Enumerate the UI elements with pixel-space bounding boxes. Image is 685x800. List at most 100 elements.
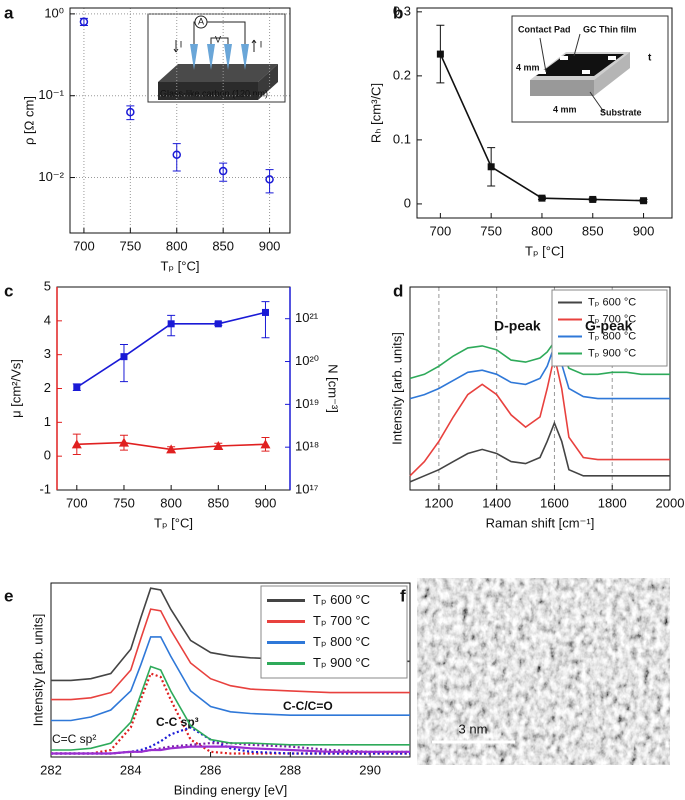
- x-tick-label: 900: [633, 223, 655, 238]
- y2-tick-label: 10¹⁸: [295, 439, 319, 454]
- panel-label: d: [393, 281, 403, 300]
- annotation: I: [180, 39, 183, 49]
- component-label: C-C sp³: [156, 715, 199, 729]
- marker: [214, 320, 222, 328]
- series-line: [409, 343, 670, 400]
- y-tick-label: 0: [404, 195, 411, 210]
- inset-a: [147, 13, 286, 103]
- annotation: t: [648, 53, 652, 64]
- annotation: D-peak: [494, 318, 541, 334]
- plot-frame: [50, 582, 411, 758]
- marker: [213, 441, 224, 451]
- y-tick-label: 0: [44, 448, 51, 463]
- annotation: I: [260, 39, 263, 49]
- plot-frame: [416, 7, 673, 219]
- x-tick-label: 800: [160, 495, 182, 510]
- marker: [265, 175, 274, 184]
- y2-tick-label: 10²⁰: [295, 353, 319, 368]
- y-tick-label: 1: [44, 414, 51, 429]
- x-tick-label: 1600: [540, 495, 569, 510]
- marker: [436, 50, 444, 58]
- x-tick-label: 282: [40, 762, 62, 777]
- marker: [120, 353, 128, 361]
- marker: [487, 163, 495, 171]
- plot-frame: [69, 7, 291, 234]
- scale-bar-label: 3 nm: [459, 721, 488, 736]
- series-line: [51, 608, 410, 701]
- component-label: C=C sp²: [52, 732, 96, 746]
- x-tick-label: 700: [66, 495, 88, 510]
- y-axis-label: Intensity [arb. units]: [30, 614, 45, 727]
- marker: [118, 437, 129, 447]
- series-line: [409, 340, 670, 380]
- marker: [218, 166, 228, 176]
- x-tick-label: 800: [166, 238, 188, 253]
- y2-tick-label: 10²¹: [295, 310, 319, 325]
- x-tick-label: 1200: [424, 495, 453, 510]
- marker: [167, 320, 175, 328]
- annotation: Contact Pad: [518, 24, 571, 34]
- y-tick-label: 5: [44, 278, 51, 293]
- legend-label: Tₚ 900 °C: [313, 655, 370, 670]
- x-tick-label: 750: [119, 238, 141, 253]
- plot-frame: [56, 286, 291, 491]
- panel-label: c: [4, 281, 13, 300]
- y2-tick-label: 10¹⁷: [295, 481, 319, 496]
- inset-b: [511, 15, 669, 123]
- x-axis-label: Tₚ [°C]: [525, 243, 564, 258]
- legend-label: Tₚ 600 °C: [313, 592, 370, 607]
- legend-label: Tₚ 700 °C: [313, 613, 370, 628]
- x-tick-label: 850: [212, 238, 234, 253]
- series-line: [409, 355, 670, 477]
- x-tick-label: 284: [120, 762, 142, 777]
- y-tick-label: 2: [44, 380, 51, 395]
- annotation: A: [198, 16, 204, 26]
- y-tick-label: -1: [39, 481, 51, 496]
- annotation: G-peak: [585, 318, 633, 334]
- legend-label: Tₚ 800 °C: [313, 634, 370, 649]
- fit-component: [51, 742, 410, 755]
- error-bar: [265, 169, 274, 194]
- x-tick-label: 750: [113, 495, 135, 510]
- error-bar: [261, 301, 270, 339]
- marker: [71, 439, 82, 449]
- y-tick-label: 3: [44, 346, 51, 361]
- y-axis-label: Rₕ [cm³/C]: [368, 83, 383, 143]
- x-tick-label: 700: [430, 223, 452, 238]
- component-label: C-C/C=O: [283, 699, 333, 713]
- x-tick-label: 2000: [656, 495, 685, 510]
- x-tick-label: 800: [531, 223, 553, 238]
- y-tick-label: 0.1: [393, 131, 411, 146]
- y-tick-label: 10⁰: [44, 5, 64, 20]
- x-axis-label: Binding energy [eV]: [174, 782, 287, 797]
- x-tick-label: 750: [480, 223, 502, 238]
- y-axis-label: ρ [Ω cm]: [21, 96, 36, 145]
- y-tick-label: 10⁻¹: [38, 87, 64, 102]
- marker: [260, 439, 271, 449]
- marker: [640, 197, 648, 205]
- series-line: [51, 665, 410, 751]
- series-line: [51, 636, 410, 722]
- x-tick-label: 900: [259, 238, 281, 253]
- marker: [166, 444, 177, 454]
- plot-frame: [409, 286, 671, 491]
- annotation: Substrate: [600, 107, 642, 117]
- panel-label: e: [4, 586, 13, 605]
- x-tick-label: 850: [207, 495, 229, 510]
- x-tick-label: 1400: [482, 495, 511, 510]
- marker: [589, 195, 597, 203]
- x-axis-label: Tₚ [°C]: [154, 515, 193, 530]
- legend-label: Tₚ 900 °C: [588, 347, 636, 359]
- y-axis-label: Intensity [arb. units]: [389, 332, 404, 445]
- marker: [79, 17, 89, 27]
- marker: [261, 308, 269, 316]
- marker: [538, 194, 546, 202]
- x-tick-label: 900: [255, 495, 277, 510]
- annotation: 4 mm: [516, 62, 540, 72]
- legend-label: Tₚ 700 °C: [588, 313, 636, 325]
- annotation: 4 mm: [553, 104, 577, 114]
- series-line: [409, 420, 670, 483]
- x-tick-label: 850: [582, 223, 604, 238]
- legend-label: Tₚ 800 °C: [588, 330, 636, 342]
- legend-label: Tₚ 600 °C: [588, 296, 636, 308]
